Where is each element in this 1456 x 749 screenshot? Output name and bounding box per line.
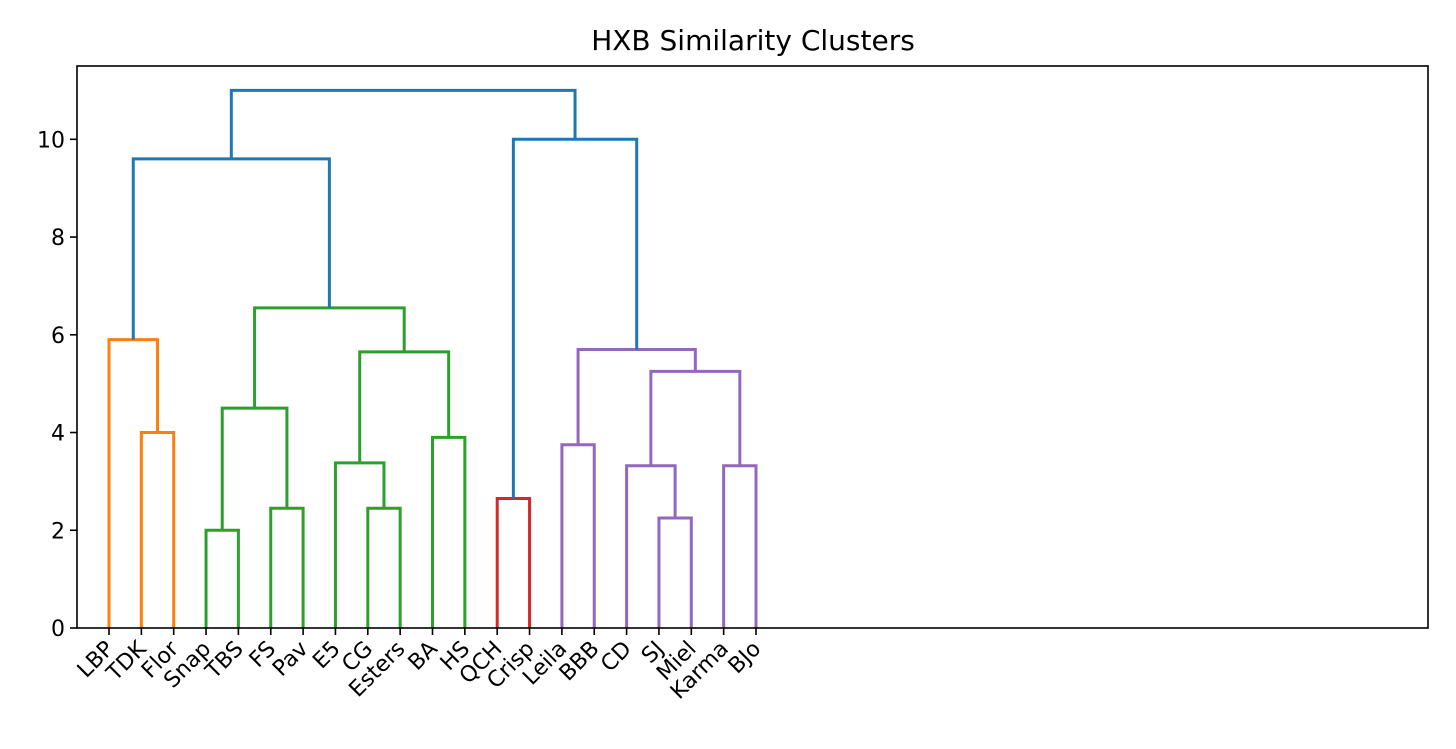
dendrogram-link-m3 [204,528,240,628]
y-axis: 0 2 4 6 8 10 [37,128,77,642]
dendrogram-link-m17 [649,369,742,466]
dendrogram-link-m2 [107,338,160,628]
dendrogram-link-m15 [625,464,677,628]
y-tick-label: 4 [51,422,65,447]
y-tick-label: 0 [51,617,65,642]
dendrogram-link-m14 [657,516,693,628]
dendrogram-link-m5 [220,406,289,531]
plot-frame [76,65,1429,629]
leaf-label-e5: E5 [308,637,345,674]
dendrogram-link-m7 [333,461,386,628]
y-tick-label: 8 [51,226,65,251]
chart-title: HXB Similarity Clusters [591,24,915,57]
dendrogram-link-m20 [229,88,577,159]
dendrogram-link-m9 [358,350,451,463]
dendrogram-link-m8 [431,435,467,628]
dendrogram-link-m13 [560,443,596,628]
dendrogram-link-m12 [495,496,532,628]
y-tick-label: 10 [37,128,65,153]
leaf-label-cd: CD [596,637,637,678]
y-tick-label: 2 [51,519,65,544]
dendrogram-link-m1 [139,431,176,628]
dendrogram-link-m16 [722,464,758,628]
dendrogram-link-m10 [253,306,406,409]
dendrogram-link-m11 [131,157,331,340]
leaf-label-bjo: BJo [724,637,766,679]
dendrogram-link-m18 [576,347,697,445]
y-tick-label: 6 [51,324,65,349]
dendrogram-link-m6 [366,506,402,628]
leaf-label-pav: Pav [268,637,313,682]
dendrogram-link-m4 [269,506,305,628]
x-axis: LBPTDKFlorSnapTBSFSPavE5CGEstersBAHSQCHC… [73,628,766,705]
leaf-label-tbs: TBS [200,637,248,685]
dendrogram-links [107,88,758,628]
